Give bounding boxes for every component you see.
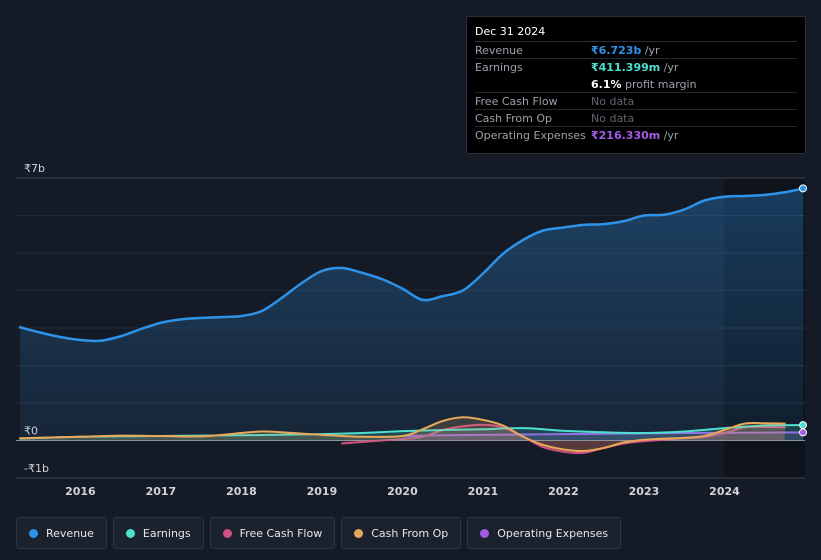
- operating-expenses-end-marker: [799, 428, 807, 437]
- legend-dot-icon: [480, 528, 490, 538]
- cash-from-op-area: [20, 417, 785, 452]
- legend-label: Operating Expenses: [497, 526, 609, 540]
- legend-dot-icon: [29, 528, 38, 538]
- tooltip-label: [475, 76, 591, 92]
- y-tick-label: ₹7b: [24, 162, 45, 175]
- tooltip-label: Cash From Op: [475, 112, 553, 125]
- tooltip-row-free-cash-flow: Free Cash Flow No data: [475, 93, 797, 110]
- tooltip-value: ₹6.723b: [591, 44, 642, 57]
- tooltip-value: ₹411.399m: [591, 61, 661, 74]
- tooltip: Dec 31 2024 Revenue ₹6.723b /yr Earnings…: [466, 16, 806, 154]
- tooltip-row-revenue: Revenue ₹6.723b /yr: [475, 42, 797, 59]
- tooltip-row-profit-margin: 6.1% profit margin: [475, 76, 797, 93]
- tooltip-row-cash-from-op: Cash From Op No data: [475, 110, 797, 127]
- legend-dot-icon: [354, 528, 364, 538]
- x-tick-label: 2024: [709, 485, 740, 498]
- tooltip-unit: /yr: [641, 44, 660, 57]
- legend-item-cash-from-op[interactable]: Cash From Op: [341, 517, 462, 549]
- tooltip-date: Dec 31 2024: [475, 25, 797, 42]
- tooltip-value: 6.1%: [591, 78, 622, 91]
- legend-item-operating-expenses[interactable]: Operating Expenses: [467, 517, 622, 549]
- tooltip-label: Operating Expenses: [475, 129, 586, 142]
- tooltip-row-earnings: Earnings ₹411.399m /yr: [475, 59, 797, 76]
- legend-dot-icon: [125, 528, 135, 538]
- free-cash-flow-area: [342, 424, 785, 454]
- operating-expenses-line: [401, 431, 805, 437]
- legend-label: Cash From Op: [371, 526, 449, 540]
- earnings-end-marker: [799, 421, 807, 430]
- revenue-area: [20, 188, 804, 441]
- legend-dot-icon: [222, 528, 232, 538]
- revenue-line: [18, 187, 805, 343]
- revenue-end-marker: [799, 184, 807, 193]
- cash-from-op-line: [19, 416, 786, 453]
- x-tick-label: 2022: [548, 485, 579, 498]
- chart: ₹7b₹0-₹1b2016201720182019202020212022202…: [16, 162, 807, 498]
- series-layer: [18, 187, 805, 455]
- tooltip-unit: profit margin: [621, 78, 697, 91]
- legend-item-earnings[interactable]: Earnings: [112, 517, 204, 549]
- tooltip-value: No data: [591, 112, 635, 125]
- legend-label: Free Cash Flow: [239, 526, 323, 540]
- legend-item-free-cash-flow[interactable]: Free Cash Flow: [209, 517, 336, 549]
- x-tick-label: 2018: [226, 485, 257, 498]
- x-tick-label: 2017: [146, 485, 177, 498]
- x-tick-label: 2020: [387, 485, 418, 498]
- end-markers: [799, 184, 807, 437]
- tooltip-row-operating-expenses: Operating Expenses ₹216.330m /yr: [475, 127, 797, 144]
- legend: Revenue Earnings Free Cash Flow Cash Fro…: [16, 517, 622, 549]
- x-tick-label: 2023: [629, 485, 660, 498]
- tooltip-value: ₹216.330m: [591, 129, 661, 142]
- tooltip-label: Revenue: [475, 44, 523, 57]
- legend-label: Earnings: [142, 526, 191, 540]
- tooltip-unit: /yr: [660, 129, 679, 142]
- y-tick-label: -₹1b: [24, 462, 49, 475]
- tooltip-label: Free Cash Flow: [475, 95, 558, 108]
- free-cash-flow-line: [341, 423, 786, 455]
- x-tick-label: 2021: [468, 485, 499, 498]
- legend-label: Revenue: [46, 526, 94, 540]
- tooltip-unit: /yr: [660, 61, 679, 74]
- legend-item-revenue[interactable]: Revenue: [16, 517, 107, 549]
- x-tick-label: 2016: [65, 485, 96, 498]
- tooltip-value: No data: [591, 95, 635, 108]
- x-tick-label: 2019: [307, 485, 338, 498]
- tooltip-label: Earnings: [475, 61, 523, 74]
- operating-expenses-area: [402, 432, 804, 441]
